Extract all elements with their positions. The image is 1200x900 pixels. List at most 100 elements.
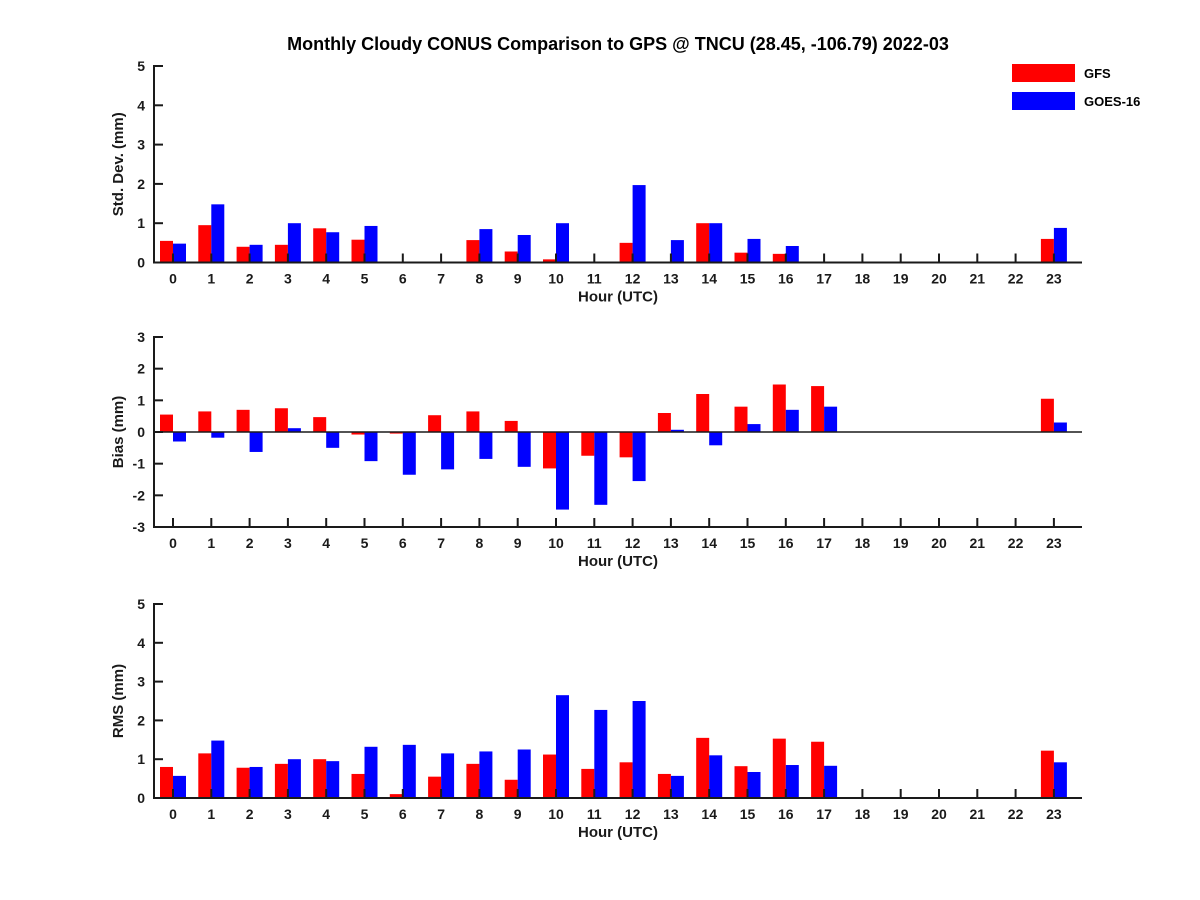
goes16-bar-hour-13 — [670, 240, 684, 263]
goes16-bar-hour-10 — [556, 695, 569, 798]
goes16-bar-hour-10 — [556, 432, 569, 510]
std-dev-y-tick-label: 2 — [137, 176, 145, 192]
bias-y-tick-label: 1 — [137, 392, 145, 408]
gfs-bar-hour-5 — [351, 239, 365, 263]
goes16-bar-hour-11 — [594, 709, 608, 798]
gfs-bar-hour-3 — [274, 408, 288, 432]
goes16-bar-hour-17 — [824, 765, 838, 798]
bias-x-tick-label: 6 — [399, 535, 407, 551]
gfs-bar-hour-1 — [198, 753, 212, 798]
rms-x-tick-label: 1 — [207, 806, 215, 822]
goes16-bar-hour-2 — [249, 244, 263, 263]
bias-y-tick-label: -1 — [133, 456, 146, 472]
goes16-bar-hour-16 — [785, 765, 799, 798]
gfs-bar-hour-13 — [657, 413, 671, 432]
gfs-bar-hour-3 — [274, 244, 288, 263]
std-dev-x-tick-label: 2 — [246, 271, 254, 287]
rms-x-tick-label: 20 — [931, 806, 947, 822]
bias-y-tick-label: 3 — [137, 329, 145, 345]
std-dev-x-tick-label: 22 — [1008, 271, 1024, 287]
std-dev-x-tick-label: 8 — [476, 271, 484, 287]
goes16-bar-hour-0 — [173, 432, 186, 442]
gfs-bar-hour-0 — [160, 414, 173, 432]
goes16-bar-hour-4 — [326, 761, 340, 798]
gfs-bar-hour-15 — [734, 406, 748, 432]
std-dev-x-tick-label: 4 — [322, 271, 330, 287]
gfs-bar-hour-15 — [734, 252, 748, 263]
legend-item-goes16: GOES-16 — [1012, 92, 1140, 110]
bias-x-tick-label: 9 — [514, 535, 522, 551]
gfs-bar-hour-12 — [619, 432, 633, 458]
bias-y-tick-label: -3 — [133, 519, 146, 535]
bias-x-tick-label: 4 — [322, 535, 330, 551]
std-dev-x-tick-label: 12 — [625, 271, 641, 287]
goes16-bar-hour-4 — [326, 232, 340, 263]
goes16-bar-hour-23 — [1053, 762, 1067, 798]
gfs-bar-hour-8 — [466, 763, 480, 798]
rms-x-tick-label: 5 — [361, 806, 369, 822]
rms-x-tick-label: 22 — [1008, 806, 1024, 822]
gfs-bar-hour-14 — [696, 737, 710, 798]
gfs-bar-hour-16 — [772, 384, 786, 432]
goes16-bar-hour-2 — [249, 432, 263, 452]
gfs-bar-hour-6 — [389, 794, 403, 798]
bias-x-tick-label: 11 — [587, 535, 602, 551]
goes16-bar-hour-8 — [479, 751, 493, 798]
chart-title: Monthly Cloudy CONUS Comparison to GPS @… — [287, 34, 949, 54]
goes16-bar-hour-8 — [479, 229, 493, 263]
bias-x-tick-label: 8 — [476, 535, 484, 551]
bias-x-tick-label: 19 — [893, 535, 909, 551]
bias-x-tick-label: 17 — [816, 535, 832, 551]
std-dev-x-tick-label: 0 — [169, 271, 177, 287]
std-dev-y-tick-label: 0 — [137, 255, 145, 271]
goes16-bar-hour-6 — [402, 744, 416, 798]
gfs-bar-hour-7 — [428, 776, 442, 798]
bias-y-axis-label: Bias (mm) — [110, 396, 127, 469]
gfs-bar-hour-23 — [1040, 750, 1054, 798]
rms-x-tick-label: 14 — [701, 806, 717, 822]
goes16-bar-hour-1 — [211, 204, 225, 263]
goes16-bar-hour-1 — [211, 740, 225, 798]
goes16-bar-hour-12 — [632, 432, 646, 482]
std-dev-x-tick-label: 6 — [399, 271, 407, 287]
rms-x-tick-label: 0 — [169, 806, 177, 822]
gfs-bar-hour-9 — [504, 779, 518, 798]
bias-x-tick-label: 21 — [970, 535, 986, 551]
gfs-bar-hour-15 — [734, 766, 748, 798]
rms-x-tick-label: 8 — [476, 806, 484, 822]
rms-x-axis-label: Hour (UTC) — [578, 824, 658, 841]
goes16-bar-hour-12 — [632, 701, 646, 798]
std-dev-x-tick-label: 7 — [437, 271, 445, 287]
goes16-bar-hour-9 — [517, 234, 531, 263]
gfs-bar-hour-2 — [236, 409, 250, 432]
gfs-bar-hour-10 — [543, 432, 556, 469]
gfs-bar-hour-9 — [504, 251, 518, 263]
gfs-bar-hour-7 — [428, 415, 442, 432]
gfs-bar-hour-2 — [236, 767, 250, 798]
goes16-bar-hour-7 — [441, 432, 455, 470]
gfs-bar-hour-0 — [160, 766, 173, 798]
std-dev-x-tick-label: 11 — [587, 271, 602, 287]
gfs-bar-hour-1 — [198, 411, 212, 432]
gfs-bar-hour-5 — [351, 773, 365, 798]
rms-y-tick-label: 2 — [137, 712, 145, 728]
rms-x-tick-label: 17 — [816, 806, 832, 822]
std-dev-y-tick-label: 4 — [137, 97, 145, 113]
goes16-swatch-icon — [1012, 92, 1075, 110]
std-dev-x-tick-label: 23 — [1046, 271, 1062, 287]
std-dev-x-tick-label: 19 — [893, 271, 909, 287]
goes16-bar-hour-15 — [747, 772, 761, 798]
bias-y-tick-label: 2 — [137, 361, 145, 377]
std-dev-x-axis-label: Hour (UTC) — [578, 289, 658, 306]
goes16-bar-hour-5 — [364, 432, 378, 462]
gfs-bar-hour-6 — [389, 432, 403, 434]
rms-x-tick-label: 19 — [893, 806, 909, 822]
goes16-bar-hour-0 — [173, 775, 186, 798]
goes16-bar-hour-5 — [364, 746, 378, 798]
gfs-bar-hour-4 — [313, 417, 327, 432]
bias-x-tick-label: 1 — [207, 535, 215, 551]
std-dev-x-tick-label: 21 — [970, 271, 986, 287]
goes16-bar-hour-13 — [670, 429, 684, 432]
bias-x-tick-label: 3 — [284, 535, 292, 551]
